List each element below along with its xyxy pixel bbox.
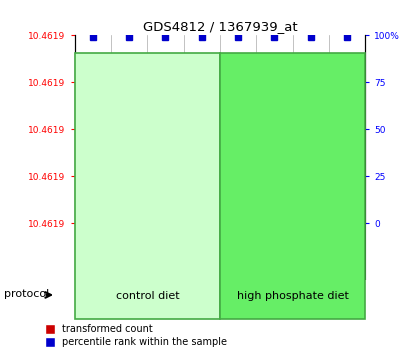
Bar xyxy=(266,171,283,223)
Text: GSM791843: GSM791843 xyxy=(306,226,315,281)
Bar xyxy=(339,110,355,223)
Text: GSM791837: GSM791837 xyxy=(88,226,98,281)
Text: GSM791841: GSM791841 xyxy=(234,226,243,281)
Title: GDS4812 / 1367939_at: GDS4812 / 1367939_at xyxy=(143,20,297,33)
Text: GSM791842: GSM791842 xyxy=(270,226,279,281)
Bar xyxy=(121,157,137,223)
Bar xyxy=(85,176,101,223)
Text: GSM791838: GSM791838 xyxy=(124,226,134,281)
Text: protocol: protocol xyxy=(4,289,49,299)
Bar xyxy=(194,217,210,223)
Bar xyxy=(157,101,173,223)
Legend: transformed count, percentile rank within the sample: transformed count, percentile rank withi… xyxy=(46,325,227,347)
Text: GSM791844: GSM791844 xyxy=(342,226,352,281)
Text: GSM791840: GSM791840 xyxy=(197,226,206,281)
Bar xyxy=(230,73,246,223)
Text: high phosphate diet: high phosphate diet xyxy=(237,291,349,301)
Bar xyxy=(303,141,319,223)
Text: GSM791839: GSM791839 xyxy=(161,226,170,281)
Text: control diet: control diet xyxy=(115,291,179,301)
